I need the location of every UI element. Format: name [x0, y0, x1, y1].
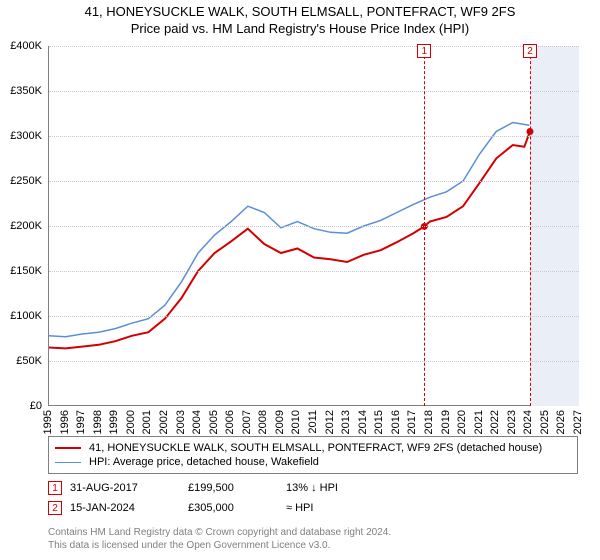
- legend-row: HPI: Average price, detached house, Wake…: [55, 455, 571, 469]
- gridline-h: [49, 316, 579, 317]
- x-tick-label: 1996: [59, 410, 71, 434]
- sale-marker-box: 1: [417, 44, 431, 58]
- gridline-h: [49, 46, 579, 47]
- sale-marker-line: [424, 46, 425, 406]
- y-tick-label: £150K: [0, 265, 42, 277]
- plot: 12: [48, 46, 578, 406]
- x-tick-label: 2020: [456, 410, 468, 434]
- y-tick-label: £50K: [0, 355, 42, 367]
- x-tick-label: 2019: [440, 410, 452, 434]
- sale-diff-vs-hpi: 13% ↓ HPI: [286, 482, 366, 494]
- legend-label: 41, HONEYSUCKLE WALK, SOUTH ELMSALL, PON…: [89, 442, 542, 454]
- title-address: 41, HONEYSUCKLE WALK, SOUTH ELMSALL, PON…: [0, 4, 600, 19]
- chart-container: 41, HONEYSUCKLE WALK, SOUTH ELMSALL, PON…: [0, 0, 600, 560]
- x-tick-label: 2005: [208, 410, 220, 434]
- sale-marker-line: [530, 46, 531, 406]
- chart-area: 12 £0£50K£100K£150K£200K£250K£300K£350K£…: [48, 46, 578, 406]
- x-tick-label: 2012: [324, 410, 336, 434]
- sale-date: 15-JAN-2024: [70, 502, 180, 514]
- legend-swatch: [55, 447, 81, 449]
- series-hpi: [49, 123, 529, 337]
- sale-index-box: 1: [48, 481, 62, 495]
- x-tick-label: 2015: [373, 410, 385, 434]
- gridline-h: [49, 181, 579, 182]
- x-tick-label: 2001: [141, 410, 153, 434]
- legend-swatch: [55, 462, 81, 463]
- legend-label: HPI: Average price, detached house, Wake…: [89, 456, 319, 468]
- gridline-h: [49, 361, 579, 362]
- x-tick-label: 2016: [390, 410, 402, 434]
- x-tick-label: 1998: [92, 410, 104, 434]
- sale-marker-box: 2: [523, 44, 537, 58]
- title-subtitle: Price paid vs. HM Land Registry's House …: [0, 21, 600, 36]
- x-tick-label: 2009: [274, 410, 286, 434]
- x-tick-label: 2010: [290, 410, 302, 434]
- sale-index-box: 2: [48, 501, 62, 515]
- legend-row: 41, HONEYSUCKLE WALK, SOUTH ELMSALL, PON…: [55, 441, 571, 455]
- legend: 41, HONEYSUCKLE WALK, SOUTH ELMSALL, PON…: [48, 436, 578, 474]
- x-tick-label: 2000: [125, 410, 137, 434]
- titles: 41, HONEYSUCKLE WALK, SOUTH ELMSALL, PON…: [0, 0, 600, 36]
- x-tick-label: 2011: [307, 410, 319, 434]
- x-tick-label: 1995: [42, 410, 54, 434]
- sale-row: 2 15-JAN-2024 £305,000 ≈ HPI: [48, 498, 578, 518]
- sales-table: 1 31-AUG-2017 £199,500 13% ↓ HPI 2 15-JAN-202…: [48, 478, 578, 518]
- y-tick-label: £250K: [0, 175, 42, 187]
- gridline-h: [49, 136, 579, 137]
- x-tick-label: 2002: [158, 410, 170, 434]
- sale-price: £199,500: [188, 482, 278, 494]
- x-tick-label: 2027: [572, 410, 584, 434]
- y-tick-label: £300K: [0, 130, 42, 142]
- sale-date: 31-AUG-2017: [70, 482, 180, 494]
- gridline-h: [49, 91, 579, 92]
- footer-line1: Contains HM Land Registry data © Crown c…: [48, 526, 578, 539]
- sale-row: 1 31-AUG-2017 £199,500 13% ↓ HPI: [48, 478, 578, 498]
- gridline-h: [49, 226, 579, 227]
- x-tick-label: 2024: [522, 410, 534, 434]
- sale-diff-vs-hpi: ≈ HPI: [286, 502, 366, 514]
- gridline-h: [49, 271, 579, 272]
- y-tick-label: £350K: [0, 85, 42, 97]
- footer: Contains HM Land Registry data © Crown c…: [48, 526, 578, 552]
- x-tick-label: 2004: [191, 410, 203, 434]
- x-tick-label: 2025: [539, 410, 551, 434]
- x-tick-label: 2026: [555, 410, 567, 434]
- x-tick-label: 2017: [406, 410, 418, 434]
- x-tick-label: 1997: [75, 410, 87, 434]
- x-tick-label: 2003: [175, 410, 187, 434]
- y-tick-label: £100K: [0, 310, 42, 322]
- x-tick-label: 2014: [357, 410, 369, 434]
- y-tick-label: £400K: [0, 40, 42, 52]
- x-tick-label: 1999: [108, 410, 120, 434]
- x-tick-label: 2007: [241, 410, 253, 434]
- y-tick-label: £0: [0, 400, 42, 412]
- x-tick-label: 2013: [340, 410, 352, 434]
- x-tick-label: 2018: [423, 410, 435, 434]
- x-tick-label: 2021: [473, 410, 485, 434]
- y-tick-label: £200K: [0, 220, 42, 232]
- x-tick-label: 2006: [224, 410, 236, 434]
- footer-line2: This data is licensed under the Open Gov…: [48, 539, 578, 552]
- x-tick-label: 2023: [506, 410, 518, 434]
- sale-price: £305,000: [188, 502, 278, 514]
- x-tick-label: 2022: [489, 410, 501, 434]
- x-tick-label: 2008: [257, 410, 269, 434]
